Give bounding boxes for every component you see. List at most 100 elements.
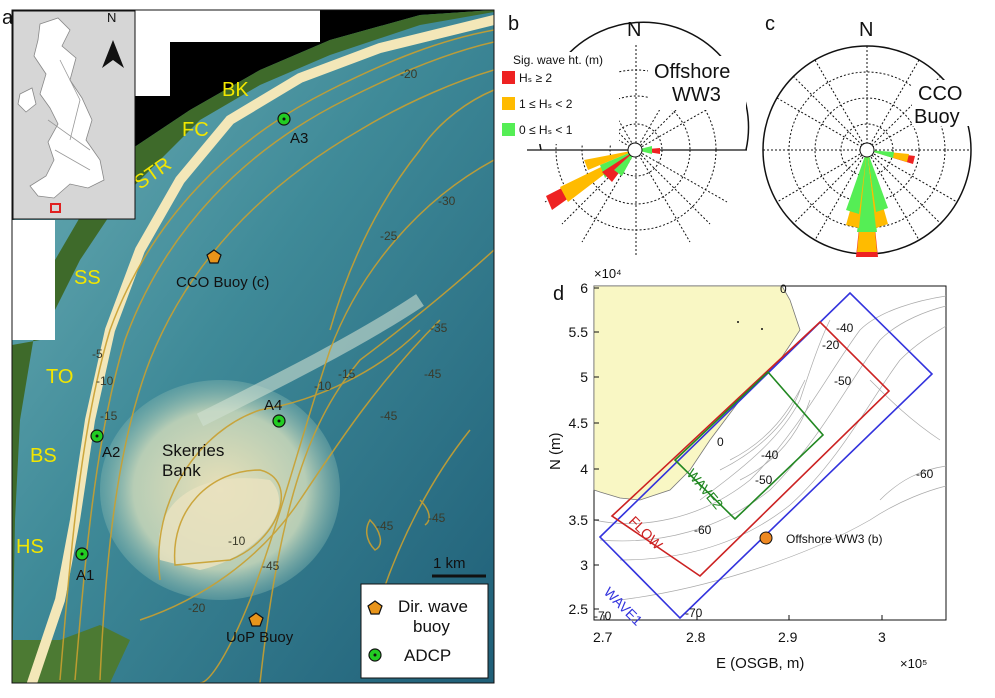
depth-labels: 0 -40 -20 -50 0 -40 -50 -60 -60 -70 -70	[594, 282, 934, 623]
contour-label: -45	[380, 409, 398, 423]
y-tick-label: 6	[580, 280, 588, 296]
y-tick-label: 2.5	[569, 601, 589, 617]
contour-label: -20	[400, 67, 418, 81]
x-tick-label: 2.9	[778, 629, 798, 645]
depth-label: -70	[685, 606, 703, 620]
buoy-label: CCO Buoy (c)	[176, 274, 269, 291]
x-tick-labels: 2.7 2.8 2.9 3	[593, 629, 886, 645]
contour-label: -45	[428, 511, 446, 525]
inset-map: N	[12, 10, 136, 220]
buoy-marker-cco	[206, 249, 222, 264]
wave-height-legend: Sig. wave ht. (m) Hₛ ≥ 2 1 ≤ Hₛ < 2 0 ≤ …	[501, 52, 619, 144]
panel-label-d: d	[553, 283, 564, 305]
site-label: A1	[76, 567, 94, 584]
y-tick-label: 5	[580, 369, 588, 385]
y-tick-label: 5.5	[569, 324, 589, 340]
contour-label: -5	[92, 347, 103, 361]
panel-a: -20 -30 -25 -35 -45 -45 -45 -10 -15 -5 -…	[2, 7, 495, 684]
place-label: BS	[30, 445, 57, 467]
contour-label: -45	[262, 559, 280, 573]
panel-label-c: c	[765, 13, 775, 35]
y-tick-label: 4.5	[569, 415, 589, 431]
depth-label: 0	[717, 435, 724, 449]
x-tick-label: 2.7	[593, 629, 613, 645]
legend-swatch	[502, 71, 515, 84]
north-arrow-icon	[102, 40, 124, 68]
depth-label: -60	[916, 467, 934, 481]
scale-label: 1 km	[433, 555, 466, 572]
y-tick-label: 3.5	[569, 512, 589, 528]
legend-label: buoy	[413, 617, 450, 636]
adcp-marker-a1	[75, 547, 89, 561]
offshore-ww3-marker	[759, 531, 773, 545]
rose-title: Buoy	[914, 106, 960, 128]
contour-label: -10	[314, 379, 332, 393]
legend-swatch	[502, 123, 515, 136]
contour-label: -20	[188, 601, 206, 615]
inset-north-label: N	[107, 10, 116, 25]
depth-label: -70	[594, 609, 612, 623]
site-label: A2	[102, 444, 120, 461]
buoy-marker-uop	[248, 612, 264, 627]
contour-label: -30	[438, 194, 456, 208]
place-label: HS	[16, 536, 44, 558]
place-label: BK	[222, 79, 249, 101]
wave-buoys: CCO Buoy (c) UoP Buoy	[176, 249, 294, 646]
x-tick-label: 2.8	[686, 629, 706, 645]
panel-a-legend: Dir. wave buoy ADCP	[360, 583, 489, 679]
contour-label: -10	[228, 534, 246, 548]
adcp-legend-icon	[368, 648, 382, 662]
legend-label: 1 ≤ Hₛ < 2	[519, 97, 573, 111]
depth-contours	[59, 29, 494, 683]
site-label: A3	[290, 130, 308, 147]
contour-labels: -20 -30 -25 -35 -45 -45 -45 -10 -15 -5 -…	[92, 67, 456, 615]
x-tick-label: 3	[878, 629, 886, 645]
bank-label: Skerries	[162, 441, 224, 460]
contour-label: -35	[430, 321, 448, 335]
inset-location-box	[50, 203, 61, 213]
contour-label: -25	[380, 229, 398, 243]
depth-label: -60	[694, 523, 712, 537]
depth-label: -50	[755, 473, 773, 487]
depth-label: -40	[761, 448, 779, 462]
place-label: FC	[182, 119, 209, 141]
y-axis-label: N (m)	[547, 433, 564, 471]
contour-label: -10	[96, 374, 114, 388]
adcp-marker-a4	[272, 414, 286, 428]
wave-rose-petals-c	[846, 150, 915, 257]
buoy-label: UoP Buoy	[226, 629, 294, 646]
ww3-label: Offshore WW3 (b)	[786, 532, 882, 546]
contour-label: -15	[338, 367, 356, 381]
wave-rose-petals-b	[546, 146, 660, 210]
legend-label: ADCP	[404, 646, 451, 665]
north-label: N	[627, 19, 641, 41]
depth-label: 0	[780, 282, 787, 296]
north-label: N	[859, 19, 873, 41]
panel-label-a: a	[2, 7, 14, 29]
bank-label: Bank	[162, 461, 201, 480]
y-tick-labels: 2.5 3 3.5 4 4.5 5 5.5 6	[569, 280, 589, 617]
x-axis-label: E (OSGB, m)	[716, 655, 804, 672]
legend-label: Hₛ ≥ 2	[519, 71, 552, 85]
adcp-marker-a3	[277, 112, 291, 126]
panel-b: b N Offshore WW3 Sig. wave ht. (	[501, 13, 750, 255]
place-label: TO	[46, 366, 73, 388]
rose-title: CCO	[918, 83, 962, 105]
y-tick-label: 3	[580, 557, 588, 573]
legend-label: Dir. wave	[398, 597, 468, 616]
depth-label: -20	[822, 338, 840, 352]
rose-title: WW3	[672, 84, 721, 106]
y-tick-label: 4	[580, 461, 588, 477]
rose-title: Offshore	[654, 61, 730, 83]
legend-swatch	[502, 97, 515, 110]
domain-box-flow	[610, 320, 891, 578]
adcp-marker-a2	[90, 429, 104, 443]
domain-box-wave2	[673, 370, 825, 521]
depth-label: -40	[836, 321, 854, 335]
place-label: SS	[74, 267, 101, 289]
contour-label: -45	[376, 519, 394, 533]
wave-buoy-legend-icon	[367, 600, 383, 615]
depth-label: -50	[834, 374, 852, 388]
panel-d: d WAVE1 FLOW WAVE2 0 -40 -20	[547, 266, 947, 672]
